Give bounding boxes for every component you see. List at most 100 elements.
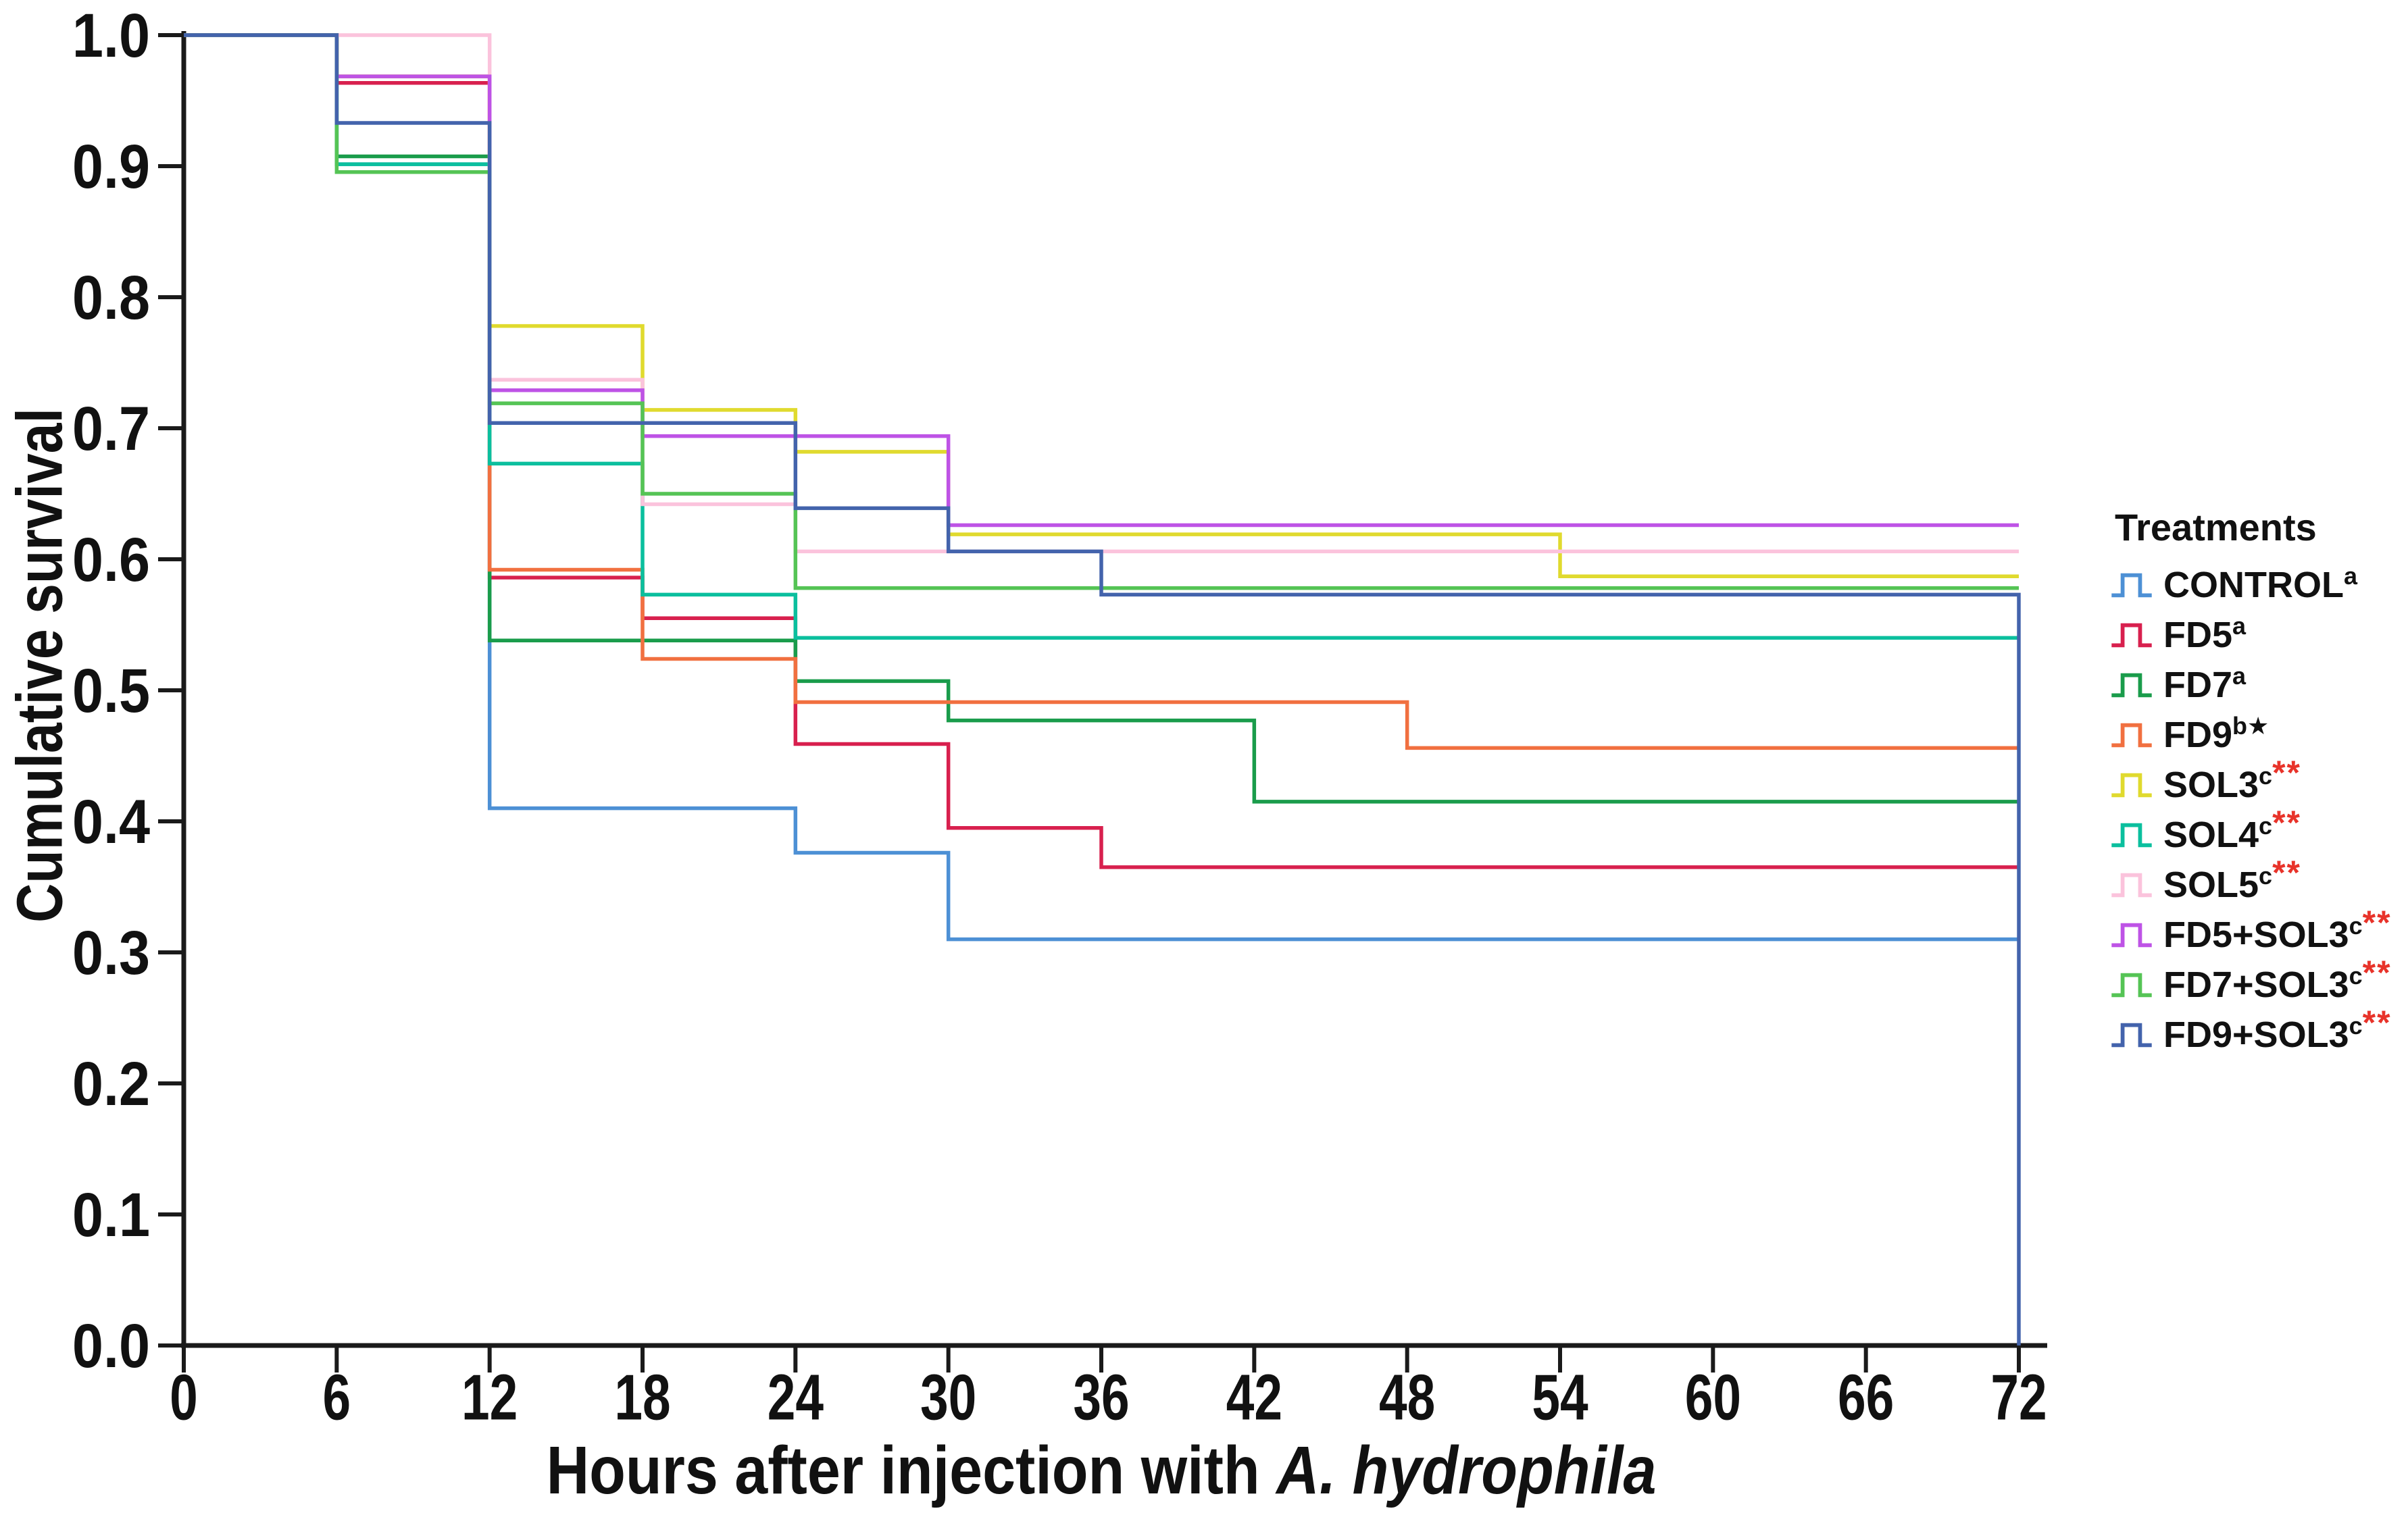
y-tick: 0.4 [72, 787, 150, 856]
legend-item-FD7+SOL3: FD7+SOL3c** [2111, 954, 2392, 1010]
legend-superscript: c [2349, 962, 2363, 990]
x-tick: 0 [170, 1362, 198, 1434]
x-tick: 66 [1838, 1362, 1894, 1434]
legend-superscript: c [2259, 762, 2273, 790]
x-tick: 60 [1685, 1362, 1741, 1434]
legend-superscript: a [2343, 562, 2357, 590]
survival-curve-SOL4 [184, 33, 2019, 640]
legend-item-SOL3: SOL3c** [2111, 756, 2392, 810]
legend-item-FD5: FD5a [2111, 610, 2392, 660]
y-axis-title-text: Cumulative survival [3, 408, 76, 923]
legend-superscript: c [2349, 912, 2363, 940]
legend-title: Treatments [2115, 506, 2317, 548]
y-tick-label: 0.6 [72, 525, 150, 594]
legend-swatch-path [2111, 573, 2152, 598]
x-tick: 6 [323, 1362, 351, 1434]
x-tick-label: 12 [461, 1362, 518, 1434]
survival-curve-FD7+SOL3 [184, 33, 2019, 590]
y-tick-label: 1.0 [72, 1, 150, 70]
legend-swatch-step-icon [2111, 973, 2152, 998]
significance-asterisks-icon: ** [2362, 1004, 2392, 1042]
axes: 0.0 0.1 0.2 0.3 0.4 0.5 0.6 0.7 0.8 0.9 1.0 0 6 12 18 2… [72, 1, 2047, 1434]
significance-asterisks-icon: ** [2362, 954, 2392, 992]
y-tick-label: 0.8 [72, 263, 150, 332]
x-tick-label: 0 [170, 1362, 198, 1434]
y-tick-label: 0.2 [72, 1049, 150, 1119]
legend: Treatments CONTROLa FD5a FD7a FD9b★ SOL3c** S… [2111, 505, 2392, 1060]
survival-curve-FD9+SOL3 [184, 33, 2021, 1345]
y-tick-label: 0.4 [72, 787, 150, 856]
y-axis-title: Cumulative survival [3, 408, 76, 923]
legend-swatch-step-icon [2111, 823, 2152, 848]
legend-swatch-step-icon [2111, 723, 2152, 748]
survival-curve-SOL3 [184, 33, 2019, 578]
legend-swatch-step-icon [2111, 1023, 2152, 1048]
legend-item-FD9+SOL3: FD9+SOL3c** [2111, 1004, 2392, 1060]
y-tick-label: 0.0 [72, 1311, 150, 1381]
legend-swatch-step-icon [2111, 923, 2152, 948]
x-axis-title-species: A. hydrophila [1276, 1433, 1657, 1508]
legend-item-FD5+SOL3: FD5+SOL3c** [2111, 904, 2392, 960]
x-tick: 48 [1379, 1362, 1435, 1434]
significance-star-icon: ★ [2247, 712, 2271, 740]
survival-curve-FD7 [184, 33, 2019, 804]
x-axis-title-text: Hours after injection with [546, 1433, 1277, 1508]
x-tick-label: 42 [1226, 1362, 1282, 1434]
legend-swatch-step-icon [2111, 573, 2152, 598]
legend-item-CONTROL: CONTROLa [2111, 560, 2392, 610]
x-tick-label: 72 [1990, 1362, 2047, 1434]
legend-swatch-path [2111, 723, 2152, 748]
legend-item-SOL4: SOL4c** [2111, 806, 2392, 860]
y-tick-label: 0.3 [72, 918, 150, 988]
significance-asterisks-icon: ** [2272, 804, 2301, 842]
legend-superscript: c [2259, 812, 2273, 840]
y-tick: 0.8 [72, 263, 150, 332]
x-tick-label: 60 [1685, 1362, 1741, 1434]
y-tick: 0.3 [72, 918, 150, 988]
y-tick: 0.0 [72, 1311, 150, 1381]
significance-asterisks-icon: ** [2272, 854, 2301, 892]
x-tick-label: 36 [1073, 1362, 1129, 1434]
y-tick-label: 0.7 [72, 394, 150, 463]
x-tick-label: 6 [323, 1362, 351, 1434]
x-tick-label: 24 [768, 1362, 824, 1434]
legend-label: FD7+SOL3c** [2163, 954, 2392, 1005]
y-tick: 0.2 [72, 1049, 150, 1119]
legend-swatch-path [2111, 773, 2152, 798]
legend-swatch-step-icon [2111, 873, 2152, 898]
legend-label: FD9+SOL3c** [2163, 1004, 2392, 1055]
legend-label: SOL5c** [2163, 854, 2301, 905]
y-tick-label: 0.9 [72, 132, 150, 201]
y-tick: 0.9 [72, 132, 150, 201]
legend-swatch-path [2111, 973, 2152, 998]
survival-curve-FD5 [184, 33, 2019, 869]
x-tick: 42 [1226, 1362, 1282, 1434]
survival-curve-SOL5 [184, 33, 2019, 554]
legend-items: CONTROLa FD5a FD7a FD9b★ SOL3c** SOL4c** SOL5c… [2111, 560, 2392, 1060]
legend-swatch-step-icon [2111, 773, 2152, 798]
x-tick-label: 66 [1838, 1362, 1894, 1434]
legend-item-FD7: FD7a [2111, 660, 2392, 710]
legend-item-SOL5: SOL5c** [2111, 854, 2392, 910]
x-tick-label: 48 [1379, 1362, 1435, 1434]
legend-swatch-path [2111, 823, 2152, 848]
legend-superscript: a [2232, 612, 2247, 640]
x-tick: 30 [920, 1362, 976, 1434]
legend-superscript: a [2232, 662, 2247, 690]
x-axis-title: Hours after injection with A. hydrophila [294, 1433, 1909, 1513]
legend-superscript: c [2259, 862, 2273, 890]
y-tick: 0.7 [72, 394, 150, 463]
y-tick: 1.0 [72, 1, 150, 70]
x-tick: 72 [1990, 1362, 2047, 1434]
y-tick: 0.5 [72, 656, 150, 725]
legend-swatch-step-icon [2111, 623, 2152, 648]
significance-asterisks-icon: ** [2272, 754, 2301, 792]
x-tick: 12 [461, 1362, 518, 1434]
legend-superscript: b [2232, 712, 2248, 740]
legend-label: FD5+SOL3c** [2163, 904, 2392, 955]
legend-superscript: c [2349, 1012, 2363, 1040]
y-tick-label: 0.5 [72, 656, 150, 725]
x-tick: 54 [1532, 1362, 1588, 1434]
